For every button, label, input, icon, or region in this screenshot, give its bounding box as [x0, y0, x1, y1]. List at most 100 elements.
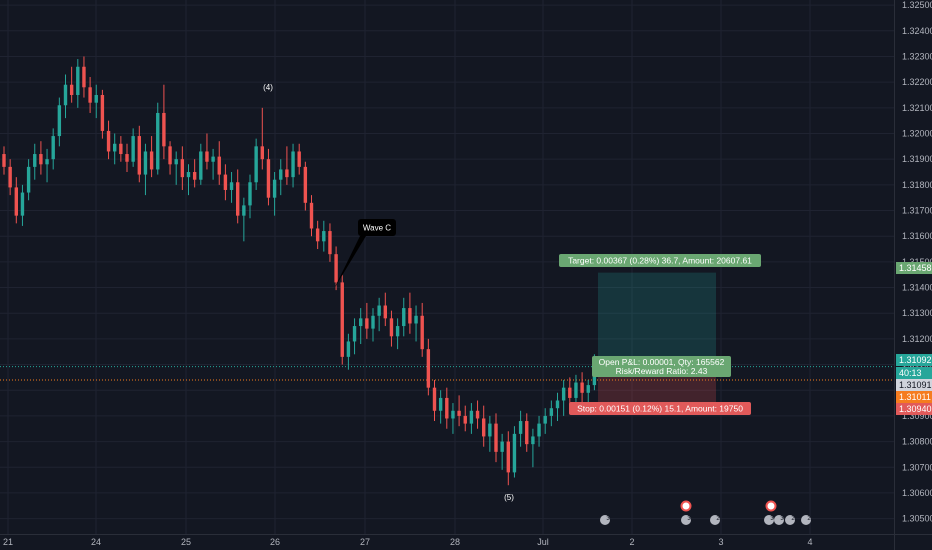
candle-body [143, 151, 148, 175]
candle [156, 102, 160, 175]
stop-label[interactable]: Stop: 0.00151 (0.12%) 15.1, Amount: 1975… [569, 402, 751, 415]
rr-label: Risk/Reward Ratio: 2.43 [616, 366, 708, 376]
y-tick-label: 1.31500 [902, 257, 932, 267]
pnl-box[interactable]: Open P&L: 0.00001, Qty: 165562Risk/Rewar… [592, 356, 731, 377]
candle-body [322, 231, 326, 242]
candle [334, 246, 338, 291]
time-axis[interactable]: 21 24 25 26 27 28 Jul 2 3 4 [0, 534, 932, 548]
candle-body [88, 87, 92, 103]
candle [180, 146, 185, 190]
candle-body [469, 410, 474, 424]
candle [82, 56, 86, 98]
candle-body [475, 410, 480, 419]
candle-body [395, 326, 400, 337]
order-price-tag: 1.31011 [896, 391, 932, 403]
candle-body [45, 159, 49, 165]
candle [383, 292, 387, 327]
event-marker[interactable]: 2 [801, 515, 811, 525]
candle [395, 318, 400, 350]
y-tick-label: 1.32500 [902, 0, 932, 10]
high-impact-event-icon[interactable] [680, 500, 692, 512]
candle [45, 148, 49, 183]
candle [445, 387, 449, 429]
y-tick-label: 1.32400 [902, 26, 932, 36]
x-tick-label: 28 [450, 537, 460, 547]
candle [186, 164, 191, 196]
y-tick-label: 1.32100 [902, 103, 932, 113]
candle-body [137, 136, 141, 175]
candle [512, 426, 517, 478]
candle-body [549, 408, 554, 416]
event-marker[interactable]: 3 [681, 515, 691, 525]
price-axis[interactable]: 1.32500 1.32400 1.32300 1.32200 1.32100 1.320… [894, 0, 932, 550]
stop-label-text: Stop: 0.00151 (0.12%) 15.1, Amount: 1975… [577, 404, 743, 414]
order-price-tag-bg [896, 391, 932, 403]
event-marker-circle [774, 515, 784, 525]
x-tick-label: 27 [360, 537, 370, 547]
candle-body [236, 182, 240, 216]
candle-body [506, 441, 510, 473]
candle [168, 141, 172, 175]
candle [143, 143, 148, 196]
candle [346, 333, 351, 370]
candle-body [309, 202, 314, 229]
event-marker[interactable]: 3 [600, 515, 610, 525]
candle-body [512, 433, 517, 473]
candle [414, 305, 418, 342]
candle-body [451, 410, 455, 419]
candle [192, 159, 197, 188]
candle [33, 143, 37, 180]
x-tick-label: Jul [537, 537, 549, 547]
high-impact-event-icon[interactable] [765, 500, 777, 512]
candle-body [531, 436, 535, 445]
position-zones [598, 272, 716, 406]
candle-body [174, 159, 178, 165]
event-marker-count: 2 [791, 516, 795, 522]
candle-body [119, 143, 123, 155]
candle-body [414, 315, 418, 324]
candle-body [211, 156, 215, 162]
candle-body [328, 231, 332, 255]
event-marker[interactable]: 2 [710, 515, 720, 525]
candle-body [457, 410, 461, 416]
countdown-tag-bg [896, 367, 932, 379]
event-marker-count: 3 [606, 516, 610, 522]
candle [371, 308, 375, 342]
target-price-tag-text: 1.31458 [899, 263, 932, 273]
stop-price-tag-text: 1.30940 [899, 404, 932, 414]
pnl-label: Open P&L: 0.00001, Qty: 165562 [599, 357, 725, 367]
candle-body [420, 315, 424, 350]
event-marker[interactable]: 3 [764, 515, 774, 525]
target-label[interactable]: Target: 0.00367 (0.28%) 36.7, Amount: 20… [559, 254, 761, 267]
event-marker[interactable]: 3 [774, 515, 784, 525]
target-zone[interactable] [598, 272, 716, 367]
candle-body [125, 154, 129, 162]
candle [322, 220, 326, 252]
candle-body [389, 318, 394, 337]
event-marker[interactable]: 2 [785, 515, 795, 525]
candle-body [57, 105, 62, 137]
wave-c-pointer [334, 236, 366, 289]
candle-body [402, 308, 406, 327]
candle-body [113, 143, 117, 152]
candle-body [149, 151, 154, 170]
candle-body [192, 172, 197, 180]
candle-body [359, 318, 363, 327]
y-tick-label: 1.31200 [902, 334, 932, 344]
candle [131, 128, 135, 167]
candle [26, 159, 31, 201]
position-labels[interactable]: Target: 0.00367 (0.28%) 36.7, Amount: 20… [559, 254, 761, 415]
y-tick-label: 1.31400 [902, 283, 932, 293]
candle [555, 392, 560, 422]
order-price-tag-text: 1.31011 [899, 392, 931, 402]
pnl-box-bg [592, 356, 731, 377]
y-tick-label: 1.32000 [902, 129, 932, 139]
candle-body [242, 205, 246, 216]
candle-body [568, 387, 572, 398]
y-tick-label: 1.30800 [902, 437, 932, 447]
y-tick-label: 1.30700 [902, 462, 932, 472]
candle-body [82, 66, 86, 88]
